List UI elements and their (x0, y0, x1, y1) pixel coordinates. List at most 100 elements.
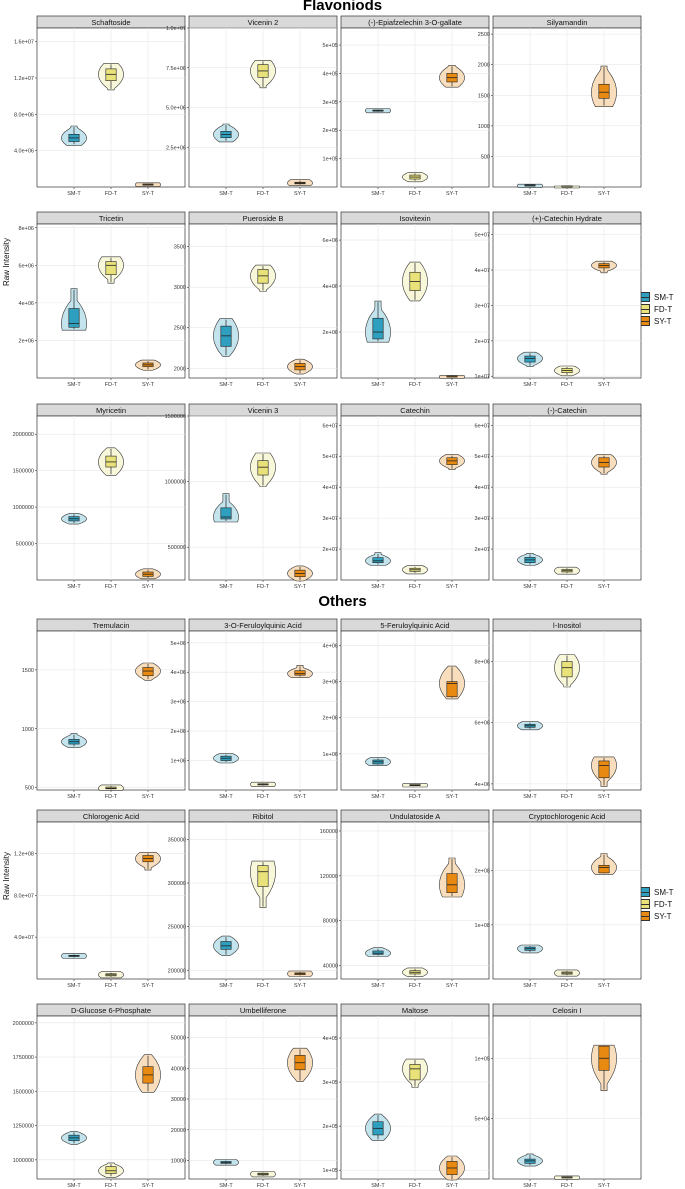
facet-title: Vicenin 3 (248, 406, 279, 415)
facet-panel: Cryptochlorogenic Acid 1e+08 2e+08 SM-T FD-T… (475, 809, 642, 989)
x-tick-label: SM-T (523, 794, 537, 800)
x-tick-label: FD-T (105, 983, 118, 989)
y-tick-label: 1e+05 (323, 157, 338, 163)
x-tick-label: FD-T (409, 584, 422, 590)
x-tick-label: SM-T (67, 382, 81, 388)
facet-panel: Undulatoside A 40000 80000 120000 160000 SM-T… (320, 809, 490, 989)
x-tick-label: SY-T (142, 794, 155, 800)
y-tick-label: 1500000 (165, 414, 186, 420)
y-tick-label: 2e+08 (475, 869, 490, 875)
y-tick-label: 2500 (478, 32, 490, 38)
y-tick-label: 40000 (323, 964, 338, 970)
y-tick-label: 6e+06 (475, 721, 490, 727)
legend-label: SM-T (654, 887, 674, 897)
x-tick-label: SM-T (219, 191, 233, 197)
x-tick-label: SM-T (67, 584, 81, 590)
y-tick-label: 10000 (171, 1159, 186, 1165)
facet-panel: 5-Feruloylquinic Acid 1e+06 2e+06 3e+06 4e+0… (323, 618, 490, 800)
y-tick-label: 500000 (168, 545, 186, 551)
box (105, 261, 117, 276)
x-tick-label: SY-T (446, 1183, 459, 1189)
facet-title: Silyamandin (547, 18, 588, 27)
x-tick-label: SM-T (67, 983, 81, 989)
x-tick-label: FD-T (561, 1183, 574, 1189)
box (257, 269, 269, 284)
box (446, 873, 458, 893)
y-tick-label: 160000 (320, 829, 338, 835)
y-tick-label: 6e+07 (323, 423, 338, 429)
y-tick-label: 3e+06 (171, 700, 186, 706)
y-tick-label: 50000 (171, 1036, 186, 1042)
x-tick-label: FD-T (257, 584, 270, 590)
y-tick-label: 4e+06 (171, 670, 186, 676)
y-tick-label: 3500 (174, 245, 186, 251)
x-tick-label: SY-T (294, 983, 307, 989)
y-tick-label: 2e+06 (323, 330, 338, 336)
facet-panel: Schaftoside 4.0e+06 8.0e+06 1.2e+07 1.6e+07 S… (14, 15, 186, 197)
y-tick-label: 2e+06 (19, 338, 34, 344)
facet-panel: Tremulacin 500 1000 1500 SM-T FD-T SY-T (22, 618, 186, 800)
y-tick-label: 1000000 (13, 1158, 34, 1164)
facet-title: Tremulacin (93, 621, 130, 630)
x-tick-label: SY-T (294, 382, 307, 388)
y-tick-label: 500000 (16, 542, 34, 548)
box (294, 670, 306, 676)
y-tick-label: 2000 (478, 63, 490, 69)
facet-title: Celosin I (552, 1006, 581, 1015)
x-tick-label: SM-T (523, 584, 537, 590)
y-tick-label: 8e+06 (475, 660, 490, 666)
y-tick-label: 2e+05 (323, 128, 338, 134)
facet-panel: Umbelliferone 10000 20000 30000 40000 50000 SM… (171, 1003, 338, 1189)
box (524, 355, 536, 363)
x-tick-label: SY-T (142, 584, 155, 590)
facet-title: (-)-Catechin (547, 406, 587, 415)
x-tick-label: FD-T (105, 1183, 118, 1189)
y-tick-label: 2e+07 (323, 547, 338, 553)
box (105, 1166, 117, 1174)
facet-title: Isovitexin (399, 214, 430, 223)
y-tick-label: 8.0e+06 (14, 112, 34, 118)
x-tick-label: SY-T (598, 1183, 611, 1189)
x-tick-label: FD-T (409, 382, 422, 388)
box (598, 865, 610, 874)
y-tick-label: 3e+06 (323, 680, 338, 686)
x-tick-label: SY-T (294, 191, 307, 197)
x-tick-label: SM-T (219, 1183, 233, 1189)
x-tick-label: SM-T (523, 983, 537, 989)
y-tick-label: 2e+05 (323, 1124, 338, 1130)
facet-panel: 3-O-Feruloylquinic Acid 1e+06 2e+06 3e+06 4e… (171, 618, 338, 800)
y-tick-label: 1e+08 (475, 923, 490, 929)
section-title-flavonoids: Flavoniods (302, 0, 383, 14)
box (220, 941, 232, 950)
x-tick-label: FD-T (561, 191, 574, 197)
box (220, 507, 232, 520)
x-tick-label: FD-T (257, 794, 270, 800)
y-tick-label: 2e+06 (171, 729, 186, 735)
y-tick-label: 1500000 (13, 469, 34, 475)
facet-title: Maltose (402, 1006, 428, 1015)
x-tick-label: SM-T (371, 1183, 385, 1189)
x-tick-label: FD-T (409, 794, 422, 800)
box (105, 68, 117, 81)
x-tick-label: SM-T (371, 584, 385, 590)
y-tick-label: 2e+07 (475, 339, 490, 345)
y-tick-label: 2.5e+06 (166, 145, 186, 151)
y-tick-label: 1.6e+07 (14, 40, 34, 46)
y-tick-label: 2000000 (13, 432, 34, 438)
y-tick-label: 1e+05 (323, 1168, 338, 1174)
y-tick-label: 2500 (174, 326, 186, 332)
facet-panel: Myricetin 500000 1000000 1500000 2000000 SM-T… (13, 403, 186, 590)
x-tick-label: SM-T (67, 1183, 81, 1189)
x-tick-label: FD-T (105, 794, 118, 800)
x-tick-label: FD-T (105, 191, 118, 197)
y-tick-label: 4e+07 (475, 485, 490, 491)
x-tick-label: SY-T (294, 1183, 307, 1189)
y-tick-label: 8.0e+07 (14, 893, 34, 899)
x-tick-label: SM-T (371, 794, 385, 800)
y-tick-label: 1.2e+07 (14, 76, 34, 82)
x-tick-label: SM-T (371, 191, 385, 197)
y-tick-label: 5e+05 (323, 43, 338, 49)
y-tick-label: 4e+05 (323, 1036, 338, 1042)
